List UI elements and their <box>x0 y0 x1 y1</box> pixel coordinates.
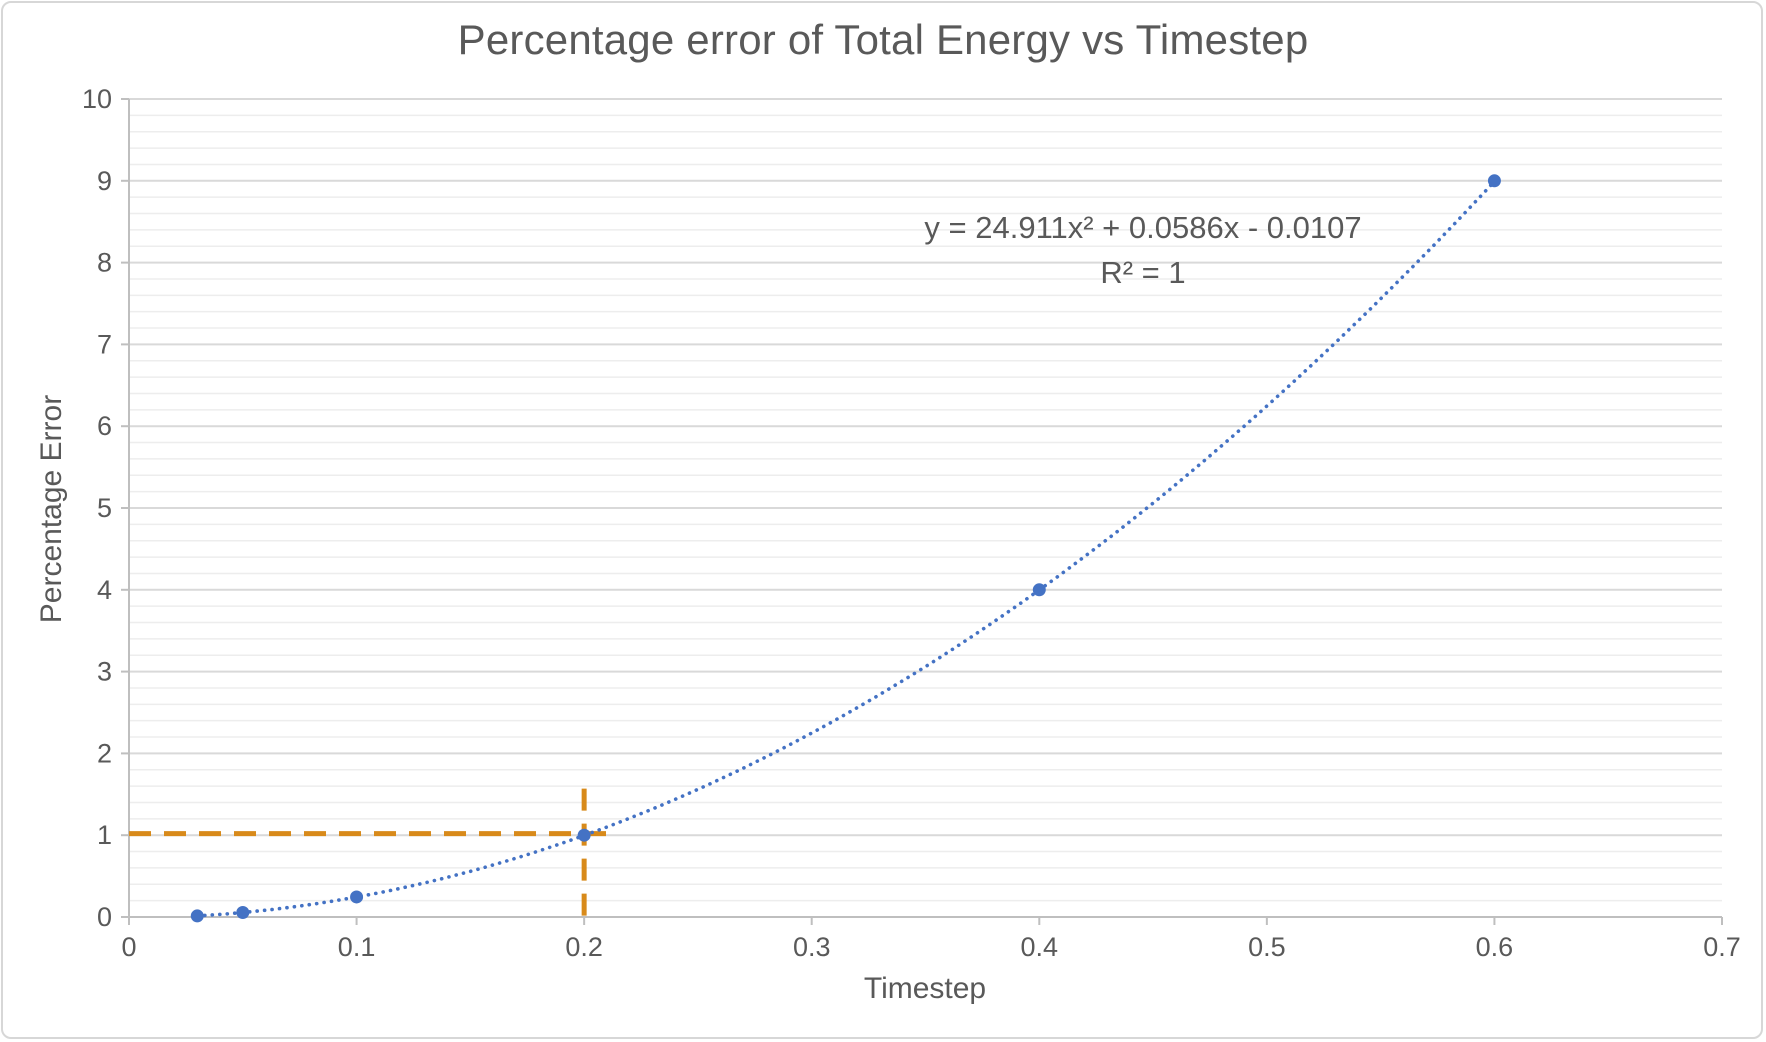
x-tick-label: 0.5 <box>1248 932 1286 962</box>
x-axis-title: Timestep <box>863 972 987 1005</box>
trendline-equation-text: y = 24.911x² + 0.0586x - 0.0107 <box>924 210 1362 245</box>
x-tick-label: 0.4 <box>1021 932 1059 962</box>
trendline-dotted-curve <box>195 179 1497 918</box>
data-point-marker <box>236 906 250 920</box>
x-tick-label: 0.6 <box>1476 932 1514 962</box>
y-tick-label: 7 <box>97 329 112 359</box>
x-tick-label: 0.3 <box>793 932 831 962</box>
y-tick-label: 0 <box>97 902 112 932</box>
y-tick-label: 8 <box>97 248 112 278</box>
data-point-marker <box>190 909 204 923</box>
y-tick-label: 9 <box>97 166 112 196</box>
y-axis-title: Percentage Error <box>35 394 68 624</box>
x-tick-label: 0.1 <box>338 932 376 962</box>
trendline-equation-label: y = 24.911x² + 0.0586x - 0.0107 R² = 1 <box>893 205 1393 295</box>
data-point-marker <box>350 890 364 904</box>
x-tick-label: 0.7 <box>1703 932 1741 962</box>
data-point-marker <box>577 828 591 842</box>
x-tick-label: 0.2 <box>565 932 603 962</box>
y-tick-label: 5 <box>97 493 112 523</box>
y-tick-label: 10 <box>82 84 112 114</box>
y-tick-label: 2 <box>97 738 112 768</box>
x-tick-label: 0 <box>121 932 136 962</box>
chart-title: Percentage error of Total Energy vs Time… <box>457 16 1309 63</box>
trendline-r-squared-text: R² = 1 <box>1100 255 1186 290</box>
y-tick-label: 4 <box>97 575 112 605</box>
y-tick-label: 6 <box>97 411 112 441</box>
data-point-marker <box>1032 583 1046 597</box>
y-tick-label: 3 <box>97 657 112 687</box>
y-tick-label: 1 <box>97 820 112 850</box>
data-point-marker <box>1487 174 1501 188</box>
